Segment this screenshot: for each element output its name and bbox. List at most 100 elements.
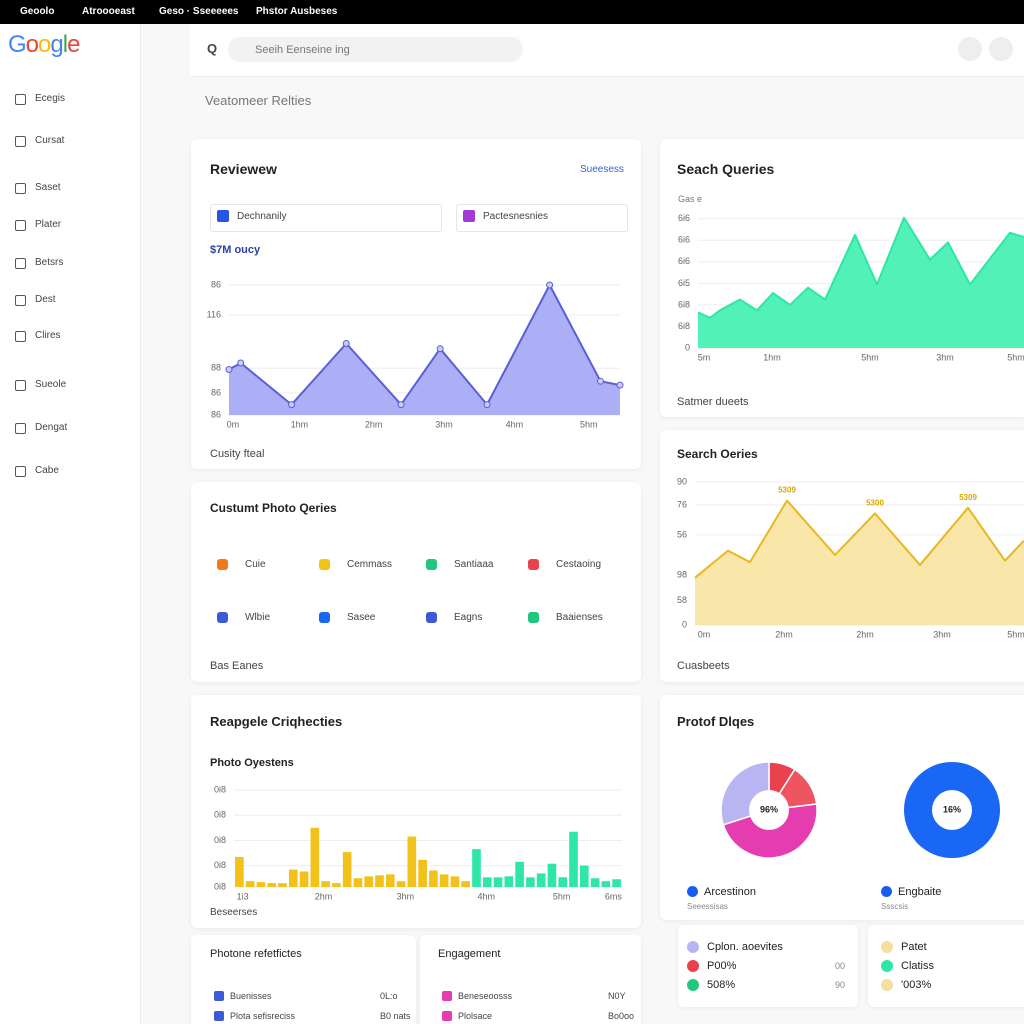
search-icon[interactable]: Q	[207, 41, 218, 56]
x-tick-label: 3hm	[397, 891, 415, 901]
legend-sub: Seeessisas	[687, 902, 728, 911]
page-heading: Veatomeer Relties	[205, 93, 312, 108]
card-action[interactable]: Sueesess	[580, 164, 624, 175]
filter[interactable]	[210, 204, 442, 232]
row-icon	[442, 991, 452, 1001]
item-label[interactable]: Cestaoing	[556, 559, 602, 570]
x-tick-label: 5hm	[861, 352, 879, 362]
top-bar-item[interactable]: Atroooeast	[82, 6, 135, 17]
line	[697, 216, 1024, 319]
legend-dot	[881, 960, 893, 972]
item-label[interactable]: Santiaaa	[454, 559, 494, 570]
x-tick-label: 5hm	[1007, 629, 1024, 639]
nav-icon[interactable]	[15, 94, 26, 105]
chart-subtitle: Gas e	[678, 194, 703, 204]
nav-item[interactable]: Clires	[35, 330, 61, 341]
nav-icon[interactable]	[15, 466, 26, 477]
legend-dot	[881, 886, 892, 897]
y-tick-label: 6i6	[678, 235, 690, 245]
bar	[288, 869, 298, 887]
row-label: Buenisses	[230, 991, 272, 1001]
filter[interactable]	[456, 204, 628, 232]
y-tick-label: 0i8	[214, 784, 226, 794]
nav-icon[interactable]	[15, 295, 26, 306]
nav-icon[interactable]	[15, 220, 26, 231]
nav-icon[interactable]	[15, 258, 26, 269]
item-label[interactable]: Eagns	[454, 612, 483, 623]
item-label[interactable]: Baaienses	[556, 612, 603, 623]
nav-icon[interactable]	[15, 380, 26, 391]
nav-item[interactable]: Betsrs	[35, 257, 64, 268]
y-tick-label: 56	[677, 529, 687, 539]
nav-icon[interactable]	[15, 423, 26, 434]
nav-icon[interactable]	[15, 331, 26, 342]
legend-card	[868, 925, 1024, 1007]
row-value: N0Y	[608, 991, 626, 1001]
nav-item[interactable]: Sueole	[35, 379, 67, 390]
legend-dot	[687, 979, 699, 991]
x-tick-label: 5m	[698, 352, 711, 362]
bar	[472, 849, 481, 887]
item-label[interactable]: Cemmass	[347, 559, 393, 570]
nav-item[interactable]: Dest	[35, 294, 56, 305]
y-tick-label: 6i6	[678, 213, 690, 223]
point	[483, 401, 491, 409]
card-title: Protof Dlqes	[677, 714, 755, 729]
x-tick-label: 3hm	[936, 352, 954, 362]
donut-hole	[932, 790, 972, 830]
bar	[235, 856, 244, 887]
nav-icon[interactable]	[15, 136, 26, 147]
chart-subtitle: Photo Oyestens	[210, 757, 294, 769]
y-tick-label: 0	[685, 342, 690, 352]
notifications[interactable]	[958, 37, 982, 61]
bar	[547, 863, 557, 887]
top-bar-item[interactable]: Geso · Sseeeees	[159, 6, 239, 17]
top-bar-item[interactable]: Geoolo	[20, 6, 55, 17]
x-tick-label: 6ms	[605, 891, 623, 901]
nav-item[interactable]: Cabe	[35, 465, 59, 476]
legend-label: Cplon. aoevites	[707, 941, 783, 953]
legend-card	[678, 925, 858, 1007]
y-tick-label: 0i8	[214, 810, 226, 820]
bar	[493, 877, 503, 887]
donut-hole	[749, 790, 789, 830]
bar	[310, 827, 320, 887]
top-bar-item[interactable]: Phstor Ausbeses	[256, 6, 338, 17]
row-label: Plota sefisreciss	[230, 1011, 296, 1021]
item-icon	[319, 612, 330, 623]
area	[695, 500, 1024, 625]
nav-item[interactable]: Dengat	[35, 422, 68, 433]
nav-item[interactable]: Plater	[35, 219, 62, 230]
nav-item[interactable]: Saset	[35, 182, 61, 193]
nav-item[interactable]: Cursat	[35, 135, 65, 146]
card-footer: Cusity fteal	[210, 448, 265, 460]
row-icon	[442, 1011, 452, 1021]
photo-queries-card	[191, 482, 641, 682]
bar	[321, 881, 330, 887]
x-tick-label: 4hm	[477, 891, 495, 901]
point	[342, 340, 350, 347]
item-label[interactable]: Cuie	[245, 559, 266, 570]
search-box[interactable]	[228, 37, 523, 62]
filter-icon	[463, 210, 475, 222]
nav-item[interactable]: Ecegis	[35, 93, 66, 104]
filter-text: Dechnanily	[237, 211, 287, 222]
item-label[interactable]: Sasee	[347, 612, 376, 623]
legend-dot	[881, 979, 893, 991]
item-label[interactable]: Wlbie	[245, 612, 271, 623]
legend-dot	[881, 941, 893, 953]
row-label: Plolsace	[458, 1011, 493, 1021]
chart-label: $7M oucy	[210, 244, 261, 256]
bottom-card	[420, 935, 641, 1024]
search-button[interactable]	[989, 37, 1013, 61]
bar	[429, 870, 438, 887]
top-bar	[0, 0, 1024, 24]
nav-icon[interactable]	[15, 183, 26, 194]
bar	[332, 883, 341, 887]
row-icon	[214, 1011, 224, 1021]
point	[596, 377, 604, 385]
point	[616, 381, 624, 389]
bar	[396, 881, 406, 887]
filter-text: Pactesnesnies	[483, 211, 549, 222]
